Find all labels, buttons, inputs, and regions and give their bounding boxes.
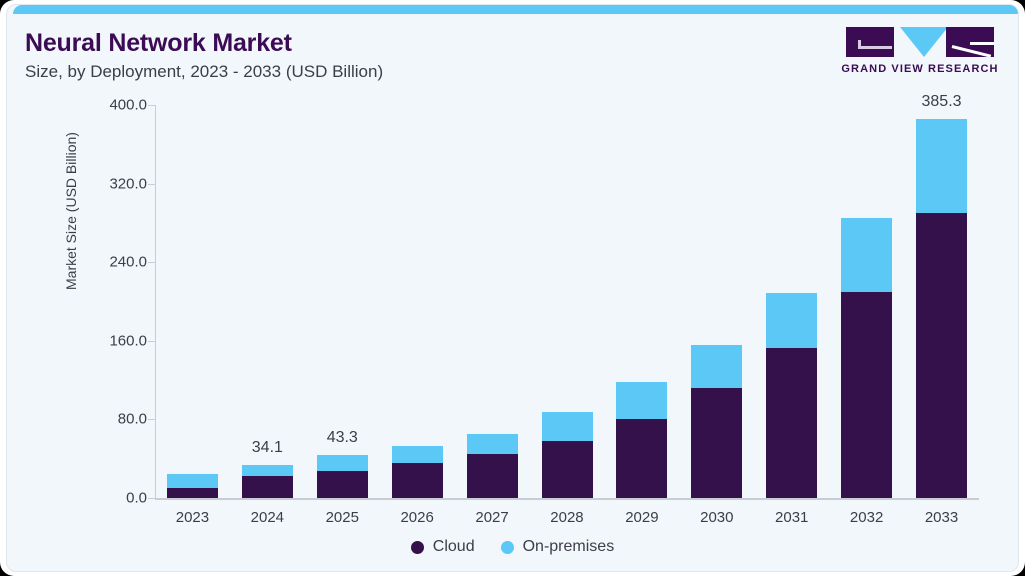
x-axis-tick-label: 2028 — [550, 509, 584, 526]
y-axis-tick-label: 400.0 — [109, 96, 147, 114]
x-axis-tick-label: 2023 — [175, 509, 210, 526]
bar-segment-on-premises[interactable] — [466, 434, 518, 455]
bar-group[interactable] — [754, 105, 829, 498]
r-block-icon — [946, 27, 994, 57]
legend-swatch-icon — [500, 540, 514, 554]
logo-text: GRAND VIEW RESEARCH — [841, 63, 999, 75]
bar-group[interactable] — [679, 105, 754, 498]
bar-value-label: 34.1 — [251, 438, 283, 456]
page-title: Neural Network Market — [25, 29, 292, 57]
y-axis-tick — [148, 183, 155, 185]
bar-segment-cloud[interactable] — [241, 476, 293, 498]
y-axis-tick-label: 320.0 — [109, 175, 147, 193]
bar-group[interactable]: 34.1 — [230, 105, 305, 498]
x-axis-tick-label: 2030 — [700, 509, 734, 526]
y-axis-tick — [148, 105, 155, 106]
bar-group[interactable] — [455, 105, 530, 498]
bar-segment-cloud[interactable] — [691, 388, 743, 498]
bar-group[interactable] — [530, 105, 605, 498]
bar-segment-on-premises[interactable] — [766, 292, 818, 349]
blue-triangle-icon — [900, 27, 948, 57]
bar-group[interactable] — [380, 105, 455, 498]
r-block-diagonal — [951, 45, 992, 57]
bar-segment-cloud[interactable] — [466, 454, 518, 498]
y-axis-tick-label: 160.0 — [109, 332, 147, 350]
bar-group[interactable]: 385.3 — [904, 93, 979, 498]
x-axis-line — [155, 498, 979, 500]
bar-group[interactable] — [604, 105, 679, 498]
y-axis-line — [155, 105, 156, 498]
bar-value-label: 43.3 — [326, 429, 358, 447]
bar-segment-cloud[interactable] — [916, 212, 968, 498]
legend-swatch-icon — [410, 540, 424, 554]
bar-group[interactable]: 43.3 — [305, 105, 380, 498]
bar-segment-cloud[interactable] — [541, 440, 593, 498]
bar-segment-cloud[interactable] — [766, 348, 818, 498]
y-axis-tick — [148, 419, 155, 421]
x-axis-tick-label: 2031 — [775, 509, 809, 526]
logo-marks — [838, 27, 1002, 57]
bar-segment-cloud[interactable] — [167, 488, 218, 498]
y-axis-tick-label: 240.0 — [109, 253, 147, 271]
legend-item[interactable]: On-premises — [500, 538, 615, 556]
y-axis-labels: 0.0 80.0 160.0 240.0 320.0 400.0 — [63, 97, 147, 507]
x-axis-tick-label: 2032 — [849, 509, 884, 526]
g-block-bar — [858, 46, 892, 49]
bar-group[interactable] — [829, 105, 904, 498]
bar-segment-on-premises[interactable] — [691, 344, 743, 389]
y-axis-tick — [148, 262, 155, 264]
grand-view-research-logo: GRAND VIEW RESEARCH — [838, 27, 1002, 79]
bar-segment-on-premises[interactable] — [841, 218, 893, 293]
bar-segment-on-premises[interactable] — [391, 446, 443, 464]
x-axis-tick-label: 2033 — [924, 509, 959, 526]
bar-segment-cloud[interactable] — [841, 292, 893, 498]
accent-top-bar — [13, 5, 1018, 14]
y-axis-tick — [148, 498, 155, 499]
bar-segment-on-premises[interactable] — [616, 382, 668, 419]
legend-label: On-premises — [522, 538, 615, 555]
bar-group[interactable] — [155, 105, 230, 498]
chart-card: Neural Network Market Size, by Deploymen… — [6, 4, 1019, 572]
legend-item[interactable]: Cloud — [410, 538, 475, 556]
plot-area: 0.0 80.0 160.0 240.0 320.0 400.0 34.1 43.3 385.… — [109, 93, 979, 526]
g-block-stem — [858, 40, 861, 49]
y-axis-tick — [148, 340, 155, 342]
r-block-bar — [970, 42, 994, 45]
legend-label: Cloud — [432, 538, 475, 555]
bar-segment-on-premises[interactable] — [541, 411, 593, 441]
x-axis-tick-label: 2027 — [475, 509, 509, 526]
y-axis-tick-label: 0.0 — [126, 489, 147, 507]
x-axis-tick-label: 2024 — [250, 509, 285, 526]
page-subtitle: Size, by Deployment, 2023 - 2033 (USD Bi… — [25, 62, 384, 81]
y-axis-tick-label: 80.0 — [117, 410, 147, 428]
g-block-icon — [846, 27, 894, 57]
x-axis-tick-label: 2026 — [400, 509, 434, 526]
x-axis-tick-label: 2025 — [325, 509, 359, 526]
bar-segment-cloud[interactable] — [316, 470, 368, 498]
bar-segment-on-premises[interactable] — [316, 455, 368, 471]
x-axis-tick-label: 2029 — [625, 509, 659, 526]
bar-segment-cloud[interactable] — [391, 463, 443, 498]
bar-value-label: 385.3 — [921, 93, 962, 111]
bar-segment-on-premises[interactable] — [916, 119, 968, 213]
bar-segment-cloud[interactable] — [616, 418, 668, 498]
chart-legend: Cloud On-premises — [7, 538, 1018, 556]
bar-segment-on-premises[interactable] — [241, 464, 293, 477]
bar-segment-on-premises[interactable] — [167, 474, 218, 489]
